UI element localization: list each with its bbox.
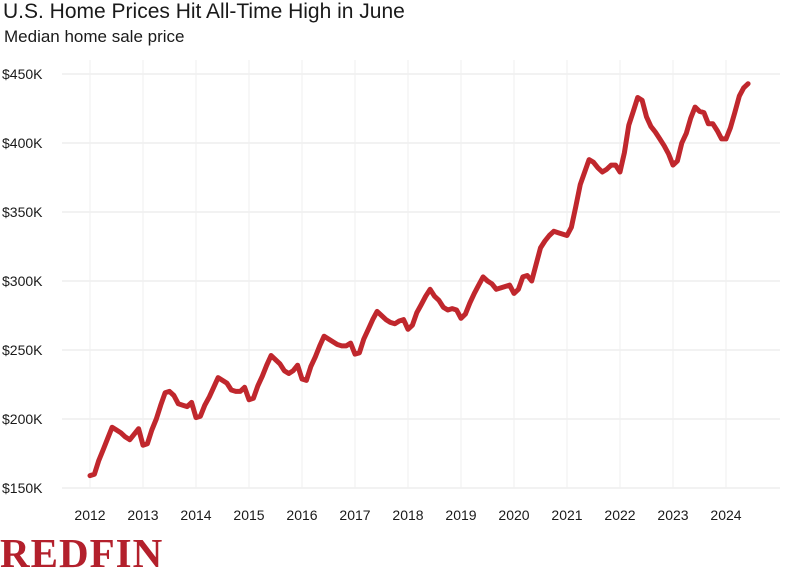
- x-tick-label: 2017: [339, 507, 370, 523]
- series-line: [87, 81, 751, 479]
- y-tick-label: $300K: [2, 273, 43, 289]
- x-tick-label: 2021: [551, 507, 582, 523]
- y-tick-label: $350K: [2, 204, 43, 220]
- x-tick-label: 2013: [127, 507, 158, 523]
- chart-subtitle: Median home sale price: [4, 27, 185, 46]
- y-tick-label: $150K: [2, 480, 43, 496]
- y-axis-ticks: $150K $200K $250K $300K $350K $400K $450K: [2, 66, 43, 496]
- redfin-logo: REDFIN: [0, 530, 164, 576]
- grid-lines: [62, 60, 780, 489]
- chart-title: U.S. Home Prices Hit All-Time High in Ju…: [3, 0, 405, 23]
- x-tick-label: 2024: [710, 507, 741, 523]
- y-tick-label: $200K: [2, 411, 43, 427]
- x-tick-label: 2022: [604, 507, 635, 523]
- x-tick-label: 2020: [498, 507, 529, 523]
- y-tick-label: $400K: [2, 135, 43, 151]
- y-tick-label: $250K: [2, 342, 43, 358]
- x-tick-label: 2023: [657, 507, 688, 523]
- x-tick-label: 2012: [74, 507, 105, 523]
- x-tick-label: 2019: [445, 507, 476, 523]
- x-tick-label: 2014: [180, 507, 211, 523]
- x-tick-label: 2015: [233, 507, 264, 523]
- x-tick-label: 2018: [392, 507, 423, 523]
- y-tick-label: $450K: [2, 66, 43, 82]
- series-layer: [87, 81, 751, 479]
- x-tick-label: 2016: [286, 507, 317, 523]
- x-axis-ticks: 2012 2013 2014 2015 2016 2017 2018 2019 2020 2021…: [74, 507, 741, 523]
